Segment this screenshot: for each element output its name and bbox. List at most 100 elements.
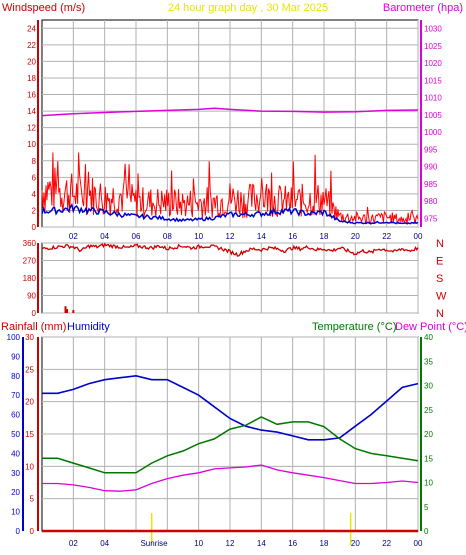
weather-x-tick: Sunrise xyxy=(140,539,168,548)
rainfall-y-tick: 30 xyxy=(25,333,34,342)
weather-x-tick: 16 xyxy=(288,539,297,548)
wind-y-tick: 6 xyxy=(32,173,37,182)
wind-x-tick: 20 xyxy=(351,232,360,241)
humidity-y-tick: 80 xyxy=(11,372,20,381)
humidity-y-tick: 40 xyxy=(11,449,20,458)
wind-direction-series xyxy=(41,242,419,257)
wind-x-tick: 18 xyxy=(320,232,329,241)
temperature-series xyxy=(42,416,419,474)
wind-y-tick: 24 xyxy=(27,24,36,33)
weather-x-tick: 18 xyxy=(320,539,329,548)
wind-average-series xyxy=(41,203,419,225)
direction-y-tick: 270 xyxy=(23,257,37,266)
temperature-y-tick: 15 xyxy=(424,454,433,463)
pressure-y-tick: 995 xyxy=(424,145,438,154)
wind-y-tick: 2 xyxy=(32,206,37,215)
pressure-y-tick: 1020 xyxy=(424,59,442,68)
rainfall-y-tick: 15 xyxy=(25,430,34,439)
humidity-y-tick: 50 xyxy=(11,430,20,439)
pressure-y-tick: 1005 xyxy=(424,111,442,120)
wind-x-tick: 06 xyxy=(132,232,141,241)
wind-y-tick: 0 xyxy=(32,223,37,232)
humidity-series xyxy=(42,374,419,441)
wind-y-tick: 18 xyxy=(27,74,36,83)
temperature-y-tick: 5 xyxy=(424,503,429,512)
wind-y-tick: 16 xyxy=(27,91,36,100)
wind-x-tick: 08 xyxy=(163,232,172,241)
pressure-y-tick: 980 xyxy=(424,197,438,206)
humidity-y-tick: 60 xyxy=(11,411,20,420)
wind-x-tick: 22 xyxy=(382,232,391,241)
header-right-label: Barometer (hpa) xyxy=(383,2,463,14)
humidity-y-tick: 90 xyxy=(11,352,20,361)
direction-y-tick: 0 xyxy=(32,309,37,318)
weather-x-tick: 04 xyxy=(100,539,109,548)
humidity-y-tick: 0 xyxy=(16,527,21,536)
direction-y-tick: 360 xyxy=(23,239,37,248)
direction-compass-tick: N xyxy=(436,308,444,320)
temperature-y-tick: 20 xyxy=(424,430,433,439)
pressure-y-tick: 1025 xyxy=(424,42,442,51)
legend-humidity: Humidity xyxy=(67,321,110,333)
pressure-y-tick: 1010 xyxy=(424,94,442,103)
direction-compass-tick: E xyxy=(436,256,443,268)
weather-x-tick: 14 xyxy=(257,539,266,548)
pressure-y-tick: 1015 xyxy=(424,76,442,85)
legend-dewpoint: Dew Point (°C) xyxy=(395,321,466,333)
pressure-y-tick: 1000 xyxy=(424,128,442,137)
humidity-y-tick: 100 xyxy=(7,333,21,342)
rainfall-y-tick: 20 xyxy=(25,398,34,407)
weather-x-tick: 22 xyxy=(382,539,391,548)
humidity-y-tick: 30 xyxy=(11,469,20,478)
wind-y-tick: 22 xyxy=(27,41,36,50)
pressure-y-tick: 985 xyxy=(424,180,438,189)
weather-x-tick: 02 xyxy=(69,539,78,548)
temperature-y-tick: 25 xyxy=(424,406,433,415)
humidity-y-tick: 10 xyxy=(11,508,20,517)
wind-x-tick: 12 xyxy=(226,232,235,241)
wind-y-tick: 4 xyxy=(32,190,37,199)
wind-y-tick: 10 xyxy=(27,140,36,149)
temperature-y-tick: 35 xyxy=(424,357,433,366)
pressure-y-tick: 990 xyxy=(424,163,438,172)
direction-y-tick: 90 xyxy=(27,292,36,301)
wind-x-tick: 02 xyxy=(69,232,78,241)
wind-x-tick: 16 xyxy=(288,232,297,241)
header-left-label: Windspeed (m/s) xyxy=(2,2,85,14)
barometer-series xyxy=(41,107,419,117)
weather-x-tick: 20 xyxy=(351,539,360,548)
direction-compass-tick: N xyxy=(436,238,444,250)
pressure-y-tick: 975 xyxy=(424,214,438,223)
temperature-y-tick: 30 xyxy=(424,382,433,391)
wind-x-tick: 04 xyxy=(100,232,109,241)
wind-gust-series xyxy=(41,152,419,226)
wind-y-tick: 12 xyxy=(27,124,36,133)
weather-x-tick: 00 xyxy=(414,539,423,548)
wind-x-tick: 14 xyxy=(257,232,266,241)
wind-y-tick: 20 xyxy=(27,57,36,66)
temperature-y-tick: 10 xyxy=(424,479,433,488)
rainfall-y-tick: 5 xyxy=(30,495,35,504)
direction-compass-tick: S xyxy=(436,273,443,285)
pressure-y-tick: 1030 xyxy=(424,25,442,34)
wind-y-tick: 14 xyxy=(27,107,36,116)
temperature-y-tick: 0 xyxy=(424,527,429,536)
temperature-y-tick: 40 xyxy=(424,333,433,342)
weather-x-tick: 12 xyxy=(226,539,235,548)
rainfall-y-tick: 10 xyxy=(25,462,34,471)
wind-y-tick: 8 xyxy=(32,157,37,166)
rainfall-y-tick: 25 xyxy=(25,365,34,374)
wind-x-tick: 10 xyxy=(194,232,203,241)
weather-x-tick: 10 xyxy=(194,539,203,548)
humidity-y-tick: 20 xyxy=(11,488,20,497)
humidity-y-tick: 70 xyxy=(11,391,20,400)
wind-x-tick: 00 xyxy=(414,232,423,241)
legend-rainfall: Rainfall (mm) xyxy=(1,321,66,333)
header-center-label: 24 hour graph day , 30 Mar 2025 xyxy=(168,2,328,14)
direction-compass-tick: W xyxy=(436,291,447,303)
direction-y-tick: 180 xyxy=(23,274,37,283)
dewpoint-series xyxy=(42,464,419,492)
rainfall-y-tick: 0 xyxy=(30,527,35,536)
legend-temperature: Temperature (°C) xyxy=(312,321,396,333)
